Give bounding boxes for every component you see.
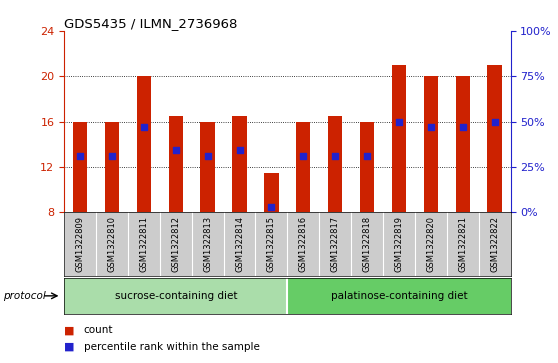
Bar [73, 122, 87, 212]
Point [395, 119, 403, 125]
Point [203, 153, 212, 159]
Text: GSM1322817: GSM1322817 [331, 216, 340, 272]
Text: GSM1322816: GSM1322816 [299, 216, 308, 272]
Text: palatinose-containing diet: palatinose-containing diet [331, 291, 467, 301]
Text: ■: ■ [64, 342, 75, 352]
Point [140, 125, 148, 130]
Text: GSM1322811: GSM1322811 [140, 216, 148, 272]
Text: GSM1322819: GSM1322819 [395, 216, 403, 272]
Point [331, 153, 340, 159]
Bar [105, 122, 119, 212]
Point [426, 125, 435, 130]
Bar [264, 173, 278, 212]
Bar [455, 76, 470, 212]
Text: GSM1322821: GSM1322821 [458, 216, 467, 272]
Bar [296, 122, 310, 212]
Bar [488, 65, 502, 212]
Point [171, 147, 180, 153]
Text: GDS5435 / ILMN_2736968: GDS5435 / ILMN_2736968 [64, 17, 238, 30]
Text: GSM1322809: GSM1322809 [76, 216, 85, 272]
Text: GSM1322822: GSM1322822 [490, 216, 499, 272]
Text: GSM1322814: GSM1322814 [235, 216, 244, 272]
Text: GSM1322820: GSM1322820 [426, 216, 435, 272]
Point [267, 204, 276, 209]
Text: GSM1322810: GSM1322810 [108, 216, 117, 272]
Bar [137, 76, 151, 212]
Bar [328, 116, 343, 212]
Text: sucrose-containing diet: sucrose-containing diet [114, 291, 237, 301]
Text: GSM1322818: GSM1322818 [363, 216, 372, 272]
Bar [287, 278, 511, 314]
Point [76, 153, 85, 159]
Point [458, 125, 467, 130]
Point [299, 153, 308, 159]
Bar [200, 122, 215, 212]
Bar [360, 122, 374, 212]
Text: percentile rank within the sample: percentile rank within the sample [84, 342, 259, 352]
Text: protocol: protocol [3, 291, 46, 301]
Bar [64, 278, 287, 314]
Bar [392, 65, 406, 212]
Point [235, 147, 244, 153]
Text: GSM1322813: GSM1322813 [203, 216, 212, 272]
Point [363, 153, 372, 159]
Text: count: count [84, 325, 113, 335]
Point [108, 153, 117, 159]
Bar [232, 116, 247, 212]
Text: GSM1322812: GSM1322812 [171, 216, 180, 272]
Bar [169, 116, 183, 212]
Bar [424, 76, 438, 212]
Text: GSM1322815: GSM1322815 [267, 216, 276, 272]
Point [490, 119, 499, 125]
Text: ■: ■ [64, 325, 75, 335]
